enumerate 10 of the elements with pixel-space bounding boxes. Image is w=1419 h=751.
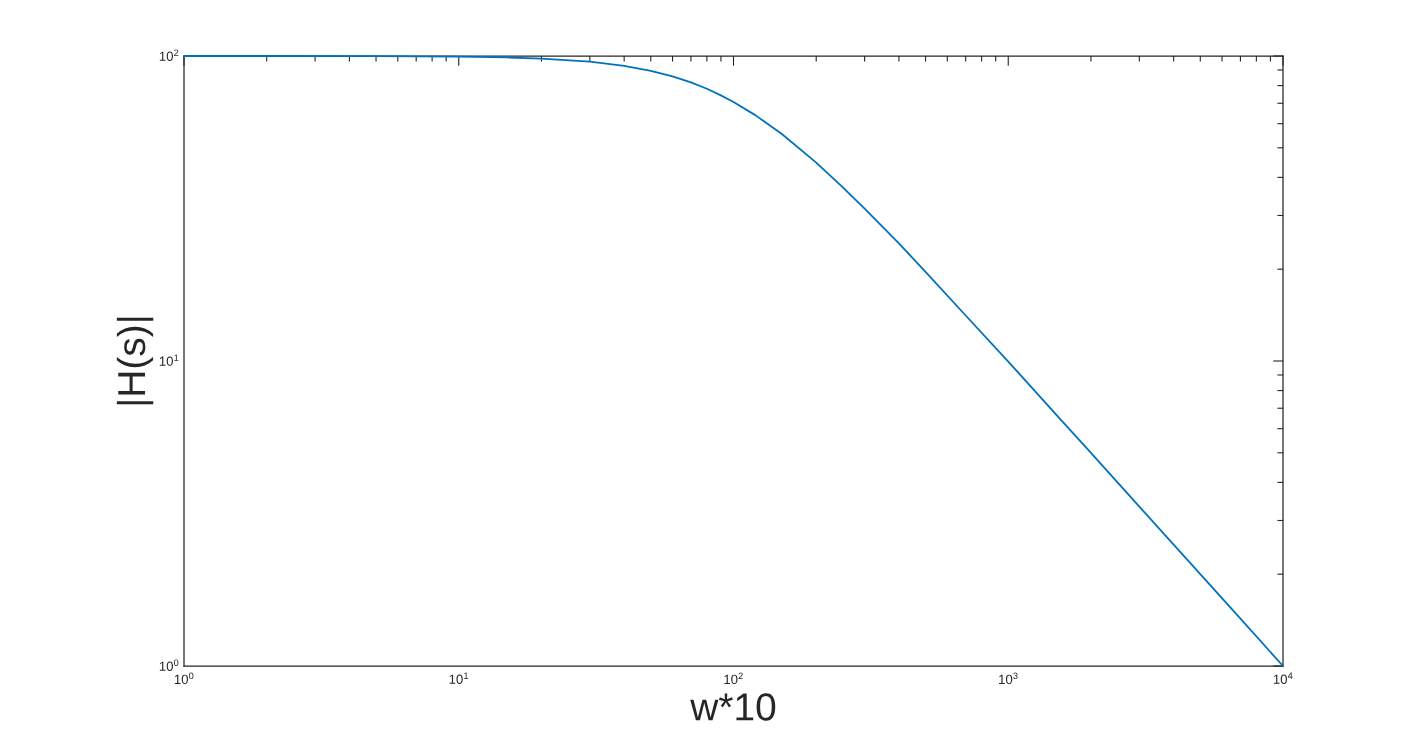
- x-axis-title: w*10: [690, 693, 776, 721]
- y-tick-label: 10$^{0}$: [159, 659, 179, 671]
- x-tick-label: 10$^{0}$: [174, 672, 194, 685]
- x-tick-label: 10$^{3}$: [999, 672, 1018, 685]
- y-tick-label: 10$^{1}$: [159, 354, 179, 366]
- x-tick-label: 10$^{2}$: [724, 672, 743, 685]
- y-axis-title: |H(s)|: [116, 317, 154, 405]
- y-tick-label: 10$^{2}$: [159, 49, 179, 61]
- x-tick-label: 10$^{4}$: [1273, 672, 1293, 684]
- x-tick-label: 10$^{1}$: [449, 672, 469, 684]
